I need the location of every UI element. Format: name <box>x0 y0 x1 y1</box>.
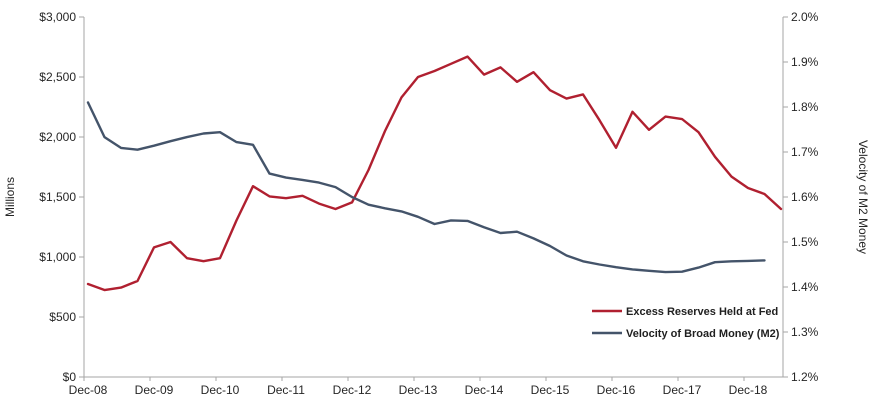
legend-label-excess-reserves: Excess Reserves Held at Fed <box>626 306 778 318</box>
right-axis-tick-label: 1.2% <box>791 370 819 384</box>
left-axis-tick-label: $1,500 <box>39 190 76 204</box>
series-lines <box>86 55 783 292</box>
x-axis-ticks: Dec-08 Dec-09 Dec-10 Dec-11 Dec-12 Dec-13 Dec-… <box>69 377 768 397</box>
x-axis-tick-label: Dec-14 <box>465 383 504 397</box>
x-axis-tick-label: Dec-10 <box>201 383 240 397</box>
left-axis-tick-label: $1,000 <box>39 250 76 264</box>
right-axis-title: Velocity of M2 Money <box>856 140 870 254</box>
left-axis-ticks: $0 $500 $1,000 $1,500 $2,000 $2,500 $3,000 <box>39 10 84 384</box>
left-axis-tick-label: $2,500 <box>39 70 76 84</box>
legend-item-excess-reserves: Excess Reserves Held at Fed <box>592 306 778 318</box>
x-axis-tick-label: Dec-09 <box>135 383 174 397</box>
right-axis-tick-label: 1.6% <box>791 190 819 204</box>
x-axis-tick-label: Dec-13 <box>399 383 438 397</box>
series-line-m2-velocity <box>86 101 766 274</box>
x-axis-tick-label: Dec-08 <box>69 383 108 397</box>
left-axis-tick-label: $0 <box>63 370 77 384</box>
right-axis-tick-label: 1.4% <box>791 280 819 294</box>
legend-label-m2-velocity: Velocity of Broad Money (M2) <box>626 328 780 340</box>
right-axis-tick-label: 2.0% <box>791 10 819 24</box>
right-axis-ticks: 1.2% 1.3% 1.4% 1.5% 1.6% 1.7% 1.8% 1.9% 2.0% <box>783 10 819 384</box>
left-axis-title: Millions <box>3 177 17 217</box>
x-axis-tick-label: Dec-12 <box>333 383 372 397</box>
right-axis-tick-label: 1.7% <box>791 145 819 159</box>
left-axis-tick-label: $500 <box>49 310 76 324</box>
series-line-excess-reserves <box>86 55 783 292</box>
right-axis-tick-label: 1.3% <box>791 325 819 339</box>
x-axis-tick-label: Dec-17 <box>663 383 702 397</box>
right-axis-tick-label: 1.8% <box>791 100 819 114</box>
x-axis-tick-label: Dec-18 <box>729 383 768 397</box>
legend-item-m2-velocity: Velocity of Broad Money (M2) <box>592 328 780 340</box>
left-axis-tick-label: $2,000 <box>39 130 76 144</box>
legend: Excess Reserves Held at Fed Velocity of … <box>592 306 780 340</box>
left-axis-tick-label: $3,000 <box>39 10 76 24</box>
right-axis-tick-label: 1.9% <box>791 55 819 69</box>
right-axis-tick-label: 1.5% <box>791 235 819 249</box>
x-axis-tick-label: Dec-15 <box>531 383 570 397</box>
x-axis-tick-label: Dec-11 <box>267 383 305 397</box>
x-axis-tick-label: Dec-16 <box>597 383 636 397</box>
